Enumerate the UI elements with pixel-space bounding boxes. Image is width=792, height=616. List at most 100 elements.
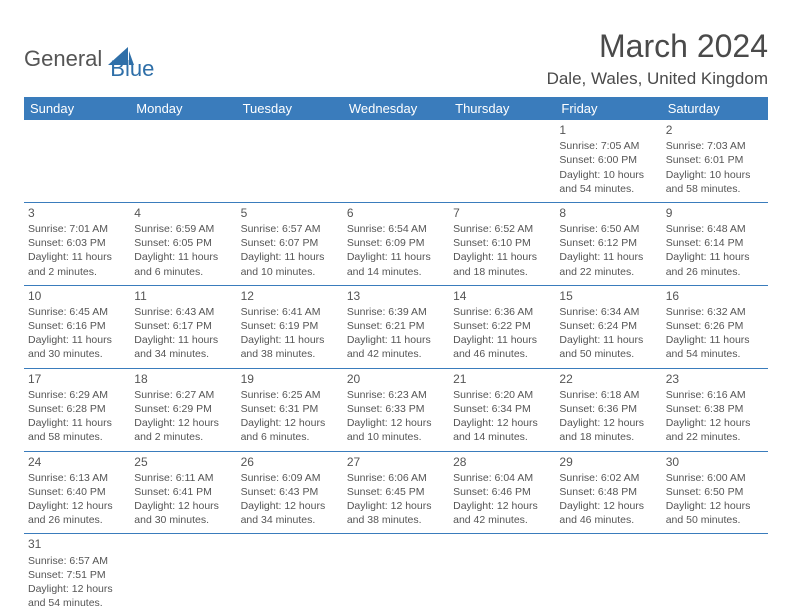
day-number: 22 [559,371,657,387]
weekday-header: Saturday [662,97,768,120]
sunrise-line: Sunrise: 6:52 AM [453,222,551,236]
calendar-cell: 3Sunrise: 7:01 AMSunset: 6:03 PMDaylight… [24,202,130,285]
daylight-line: Daylight: 11 hours and 14 minutes. [347,250,445,278]
sunset-line: Sunset: 6:26 PM [666,319,764,333]
sunset-line: Sunset: 6:09 PM [347,236,445,250]
month-title: March 2024 [547,28,768,65]
calendar-cell [449,534,555,616]
calendar-cell: 16Sunrise: 6:32 AMSunset: 6:26 PMDayligh… [662,285,768,368]
sunset-line: Sunset: 6:10 PM [453,236,551,250]
daylight-line: Daylight: 11 hours and 34 minutes. [134,333,232,361]
day-number: 20 [347,371,445,387]
day-number: 7 [453,205,551,221]
sunrise-line: Sunrise: 6:39 AM [347,305,445,319]
calendar-cell: 31Sunrise: 6:57 AMSunset: 7:51 PMDayligh… [24,534,130,616]
logo-text-a: General [24,46,102,72]
day-number: 30 [666,454,764,470]
daylight-line: Daylight: 11 hours and 58 minutes. [28,416,126,444]
day-number: 17 [28,371,126,387]
calendar-cell: 7Sunrise: 6:52 AMSunset: 6:10 PMDaylight… [449,202,555,285]
sunset-line: Sunset: 6:48 PM [559,485,657,499]
sunset-line: Sunset: 6:05 PM [134,236,232,250]
sunset-line: Sunset: 6:36 PM [559,402,657,416]
day-number: 16 [666,288,764,304]
sunrise-line: Sunrise: 6:04 AM [453,471,551,485]
calendar-cell: 12Sunrise: 6:41 AMSunset: 6:19 PMDayligh… [237,285,343,368]
sunset-line: Sunset: 6:29 PM [134,402,232,416]
calendar-cell: 30Sunrise: 6:00 AMSunset: 6:50 PMDayligh… [662,451,768,534]
sunrise-line: Sunrise: 6:16 AM [666,388,764,402]
day-number: 1 [559,122,657,138]
sunrise-line: Sunrise: 6:27 AM [134,388,232,402]
sunrise-line: Sunrise: 6:23 AM [347,388,445,402]
sunset-line: Sunset: 6:21 PM [347,319,445,333]
sunset-line: Sunset: 6:46 PM [453,485,551,499]
daylight-line: Daylight: 11 hours and 26 minutes. [666,250,764,278]
daylight-line: Daylight: 11 hours and 30 minutes. [28,333,126,361]
logo-text-b: Blue [110,56,154,81]
daylight-line: Daylight: 12 hours and 50 minutes. [666,499,764,527]
day-number: 31 [28,536,126,552]
day-number: 27 [347,454,445,470]
sunset-line: Sunset: 6:31 PM [241,402,339,416]
sunset-line: Sunset: 6:19 PM [241,319,339,333]
daylight-line: Daylight: 11 hours and 18 minutes. [453,250,551,278]
calendar-cell [237,534,343,616]
weekday-header: Tuesday [237,97,343,120]
calendar-cell: 10Sunrise: 6:45 AMSunset: 6:16 PMDayligh… [24,285,130,368]
sunrise-line: Sunrise: 7:05 AM [559,139,657,153]
sunset-line: Sunset: 6:01 PM [666,153,764,167]
sunset-line: Sunset: 6:16 PM [28,319,126,333]
day-number: 14 [453,288,551,304]
calendar-cell: 18Sunrise: 6:27 AMSunset: 6:29 PMDayligh… [130,368,236,451]
calendar-cell: 17Sunrise: 6:29 AMSunset: 6:28 PMDayligh… [24,368,130,451]
sunrise-line: Sunrise: 6:00 AM [666,471,764,485]
day-number: 8 [559,205,657,221]
calendar-cell [449,120,555,202]
daylight-line: Daylight: 12 hours and 26 minutes. [28,499,126,527]
day-number: 13 [347,288,445,304]
sunset-line: Sunset: 6:50 PM [666,485,764,499]
calendar-cell: 1Sunrise: 7:05 AMSunset: 6:00 PMDaylight… [555,120,661,202]
weekday-header: Sunday [24,97,130,120]
daylight-line: Daylight: 11 hours and 38 minutes. [241,333,339,361]
daylight-line: Daylight: 12 hours and 38 minutes. [347,499,445,527]
sunrise-line: Sunrise: 6:54 AM [347,222,445,236]
calendar-cell: 13Sunrise: 6:39 AMSunset: 6:21 PMDayligh… [343,285,449,368]
calendar-cell: 25Sunrise: 6:11 AMSunset: 6:41 PMDayligh… [130,451,236,534]
sunset-line: Sunset: 6:12 PM [559,236,657,250]
daylight-line: Daylight: 12 hours and 10 minutes. [347,416,445,444]
day-number: 19 [241,371,339,387]
daylight-line: Daylight: 11 hours and 42 minutes. [347,333,445,361]
sunrise-line: Sunrise: 6:02 AM [559,471,657,485]
weekday-header: Monday [130,97,236,120]
day-number: 25 [134,454,232,470]
calendar-cell [130,534,236,616]
day-number: 24 [28,454,126,470]
daylight-line: Daylight: 12 hours and 42 minutes. [453,499,551,527]
sunrise-line: Sunrise: 6:32 AM [666,305,764,319]
sunrise-line: Sunrise: 6:09 AM [241,471,339,485]
calendar-cell: 15Sunrise: 6:34 AMSunset: 6:24 PMDayligh… [555,285,661,368]
sunset-line: Sunset: 6:22 PM [453,319,551,333]
day-number: 12 [241,288,339,304]
calendar-table: SundayMondayTuesdayWednesdayThursdayFrid… [24,97,768,616]
day-number: 10 [28,288,126,304]
sunset-line: Sunset: 6:33 PM [347,402,445,416]
sunrise-line: Sunrise: 6:57 AM [28,554,126,568]
daylight-line: Daylight: 11 hours and 6 minutes. [134,250,232,278]
sunrise-line: Sunrise: 6:25 AM [241,388,339,402]
sunrise-line: Sunrise: 6:34 AM [559,305,657,319]
sunrise-line: Sunrise: 7:03 AM [666,139,764,153]
header: General Blue March 2024 Dale, Wales, Uni… [24,28,768,89]
daylight-line: Daylight: 10 hours and 54 minutes. [559,168,657,196]
sunrise-line: Sunrise: 6:48 AM [666,222,764,236]
daylight-line: Daylight: 11 hours and 50 minutes. [559,333,657,361]
calendar-cell: 23Sunrise: 6:16 AMSunset: 6:38 PMDayligh… [662,368,768,451]
day-number: 9 [666,205,764,221]
daylight-line: Daylight: 12 hours and 54 minutes. [28,582,126,610]
calendar-cell [130,120,236,202]
daylight-line: Daylight: 11 hours and 22 minutes. [559,250,657,278]
sunrise-line: Sunrise: 6:45 AM [28,305,126,319]
sunrise-line: Sunrise: 6:11 AM [134,471,232,485]
